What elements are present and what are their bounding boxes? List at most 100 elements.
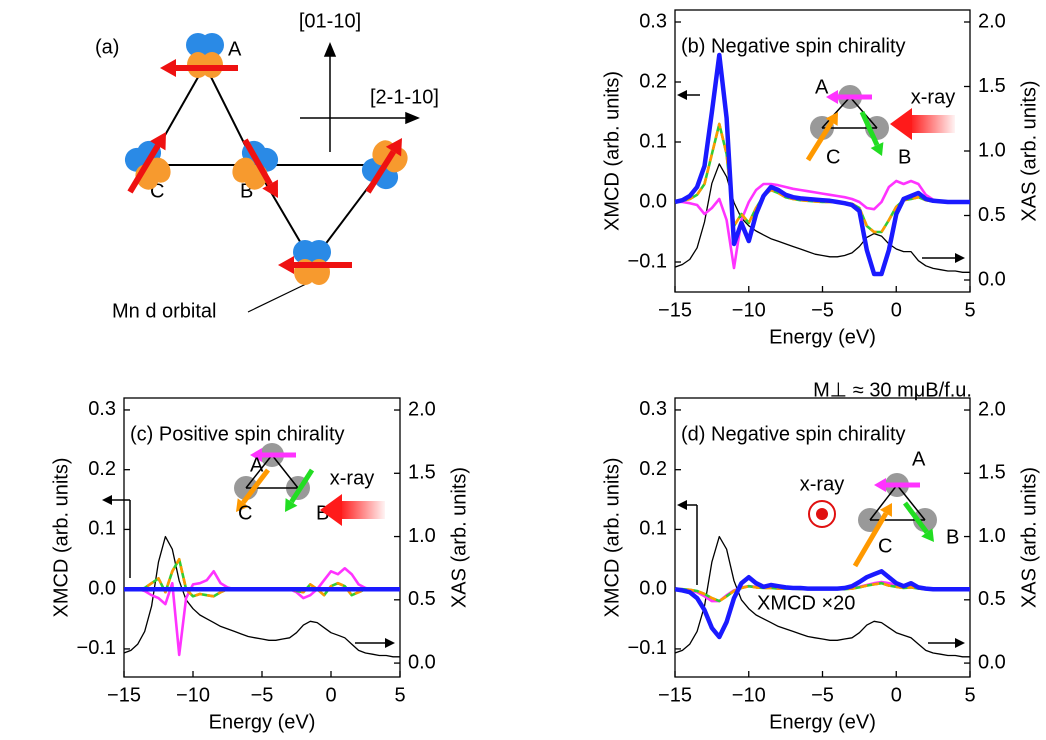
panel-title: (b) Negative spin chirality: [681, 35, 906, 57]
spin-arrow: [127, 144, 161, 194]
inset-spin-head: [874, 478, 886, 492]
xray-label: x-ray: [330, 467, 374, 489]
inset-label: C: [878, 535, 892, 557]
data-line: [675, 52, 970, 277]
y-tick-label: −0.1: [77, 637, 116, 659]
site-label: A: [228, 38, 242, 60]
y2-tick-label: 2.0: [978, 10, 1006, 32]
axis-indicator-head: [102, 495, 112, 505]
panel-title: (c) Positive spin chirality: [130, 423, 345, 445]
y2-tick-label: 1.0: [978, 525, 1006, 547]
orbital-lobe: [307, 240, 331, 264]
spin-arrow-head: [262, 179, 278, 198]
inset-spin-head: [879, 503, 892, 517]
y-tick-label: 0.0: [639, 190, 667, 212]
compass: [300, 42, 420, 152]
x-tick-label: 0: [325, 684, 336, 706]
panel-label: (a): [95, 36, 119, 58]
y2-tick-label: 1.0: [978, 139, 1006, 161]
spin-arrow-head: [150, 132, 166, 151]
spin-arrow: [242, 138, 273, 186]
y2-tick-label: 1.0: [408, 525, 436, 547]
xray-arrow-head: [890, 108, 912, 140]
y2-tick-label: 0.5: [978, 204, 1006, 226]
y2-tick-label: 1.5: [408, 462, 436, 484]
y-axis-label: XMCD (arb. units): [601, 457, 623, 617]
x-tick-label: −5: [251, 684, 274, 706]
y-tick-label: 0.0: [88, 577, 116, 599]
y-tick-label: 0.2: [639, 70, 667, 92]
inset-bond: [271, 454, 299, 489]
axis-indicator-head: [677, 90, 687, 100]
x-tick-label: −15: [658, 299, 692, 321]
y-tick-label: −0.1: [628, 250, 667, 272]
orbital-label: Mn d orbital: [112, 300, 217, 322]
inset-spin-head: [826, 90, 838, 104]
orbital: [124, 140, 171, 190]
inset-label: A: [815, 76, 829, 98]
y-tick-label: 0.2: [639, 458, 667, 480]
x-tick-label: −5: [811, 684, 834, 706]
spin-arrow-head: [278, 256, 294, 274]
inset-spin-head: [285, 498, 298, 512]
y-axis-label: XMCD (arb. units): [50, 457, 72, 617]
x-axis-label: Energy (eV): [209, 711, 316, 733]
xray-label: x-ray: [800, 473, 844, 495]
inset-label: B: [898, 146, 911, 168]
inset-spin: [241, 468, 270, 504]
y-tick-label: 0.1: [639, 130, 667, 152]
inset-label: A: [912, 448, 926, 470]
y2-axis-label: XAS (arb. units): [1018, 467, 1040, 608]
xray-arrow: [340, 501, 385, 519]
annotation: XMCD ×20: [757, 592, 855, 614]
x-tick-label: −10: [732, 299, 766, 321]
y-tick-label: 0.2: [88, 458, 116, 480]
y2-tick-label: 0.5: [408, 588, 436, 610]
spin-arrow-head: [160, 59, 176, 77]
y2-axis-label: XAS (arb. units): [448, 467, 470, 608]
x-tick-label: −10: [732, 684, 766, 706]
orbital: [186, 33, 224, 78]
axis-indicator-head: [385, 638, 395, 648]
y-tick-label: 0.3: [639, 398, 667, 420]
y2-tick-label: 0.0: [978, 268, 1006, 290]
data-line: [124, 567, 400, 657]
inset-spin-head: [236, 498, 249, 512]
y2-tick-label: 0.5: [978, 588, 1006, 610]
axis-indicator-head: [955, 638, 965, 648]
inset-bond: [896, 484, 926, 521]
arrow-head: [323, 42, 337, 57]
spin-arrow-head: [385, 138, 402, 157]
y2-tick-label: 0.0: [978, 651, 1006, 673]
x-tick-label: −5: [811, 299, 834, 321]
y2-tick-label: 0.0: [408, 651, 436, 673]
leader-line: [247, 283, 307, 313]
y2-tick-label: 1.5: [978, 75, 1006, 97]
inset-label: C: [238, 502, 252, 524]
inset-spin-head: [825, 112, 838, 126]
data-line: [675, 569, 970, 640]
y2-axis-label: XAS (arb. units): [1018, 80, 1040, 221]
x-tick-label: −15: [658, 684, 692, 706]
axis-label: [01-10]: [299, 10, 361, 32]
inset-bond: [245, 454, 273, 489]
x-tick-label: 5: [964, 299, 975, 321]
x-axis-label: Energy (eV): [769, 326, 876, 348]
y-tick-label: −0.1: [628, 637, 667, 659]
orbital-lobe: [147, 157, 171, 183]
y-tick-label: 0.0: [639, 577, 667, 599]
spin-arrow: [365, 149, 397, 194]
inset-spin-head: [870, 142, 884, 156]
y2-tick-label: 2.0: [978, 398, 1006, 420]
inset-spin: [859, 110, 880, 147]
xray-dot: [816, 508, 828, 520]
inset-label: A: [250, 454, 264, 476]
y-axis-label: XMCD (arb. units): [601, 71, 623, 231]
arrow-head: [405, 111, 420, 125]
inset-spin: [805, 120, 834, 162]
note: M⊥ ≈ 30 mμB/f.u.: [813, 379, 972, 401]
y-tick-label: 0.3: [88, 398, 116, 420]
inset-spin: [902, 501, 929, 534]
x-tick-label: 5: [394, 684, 405, 706]
